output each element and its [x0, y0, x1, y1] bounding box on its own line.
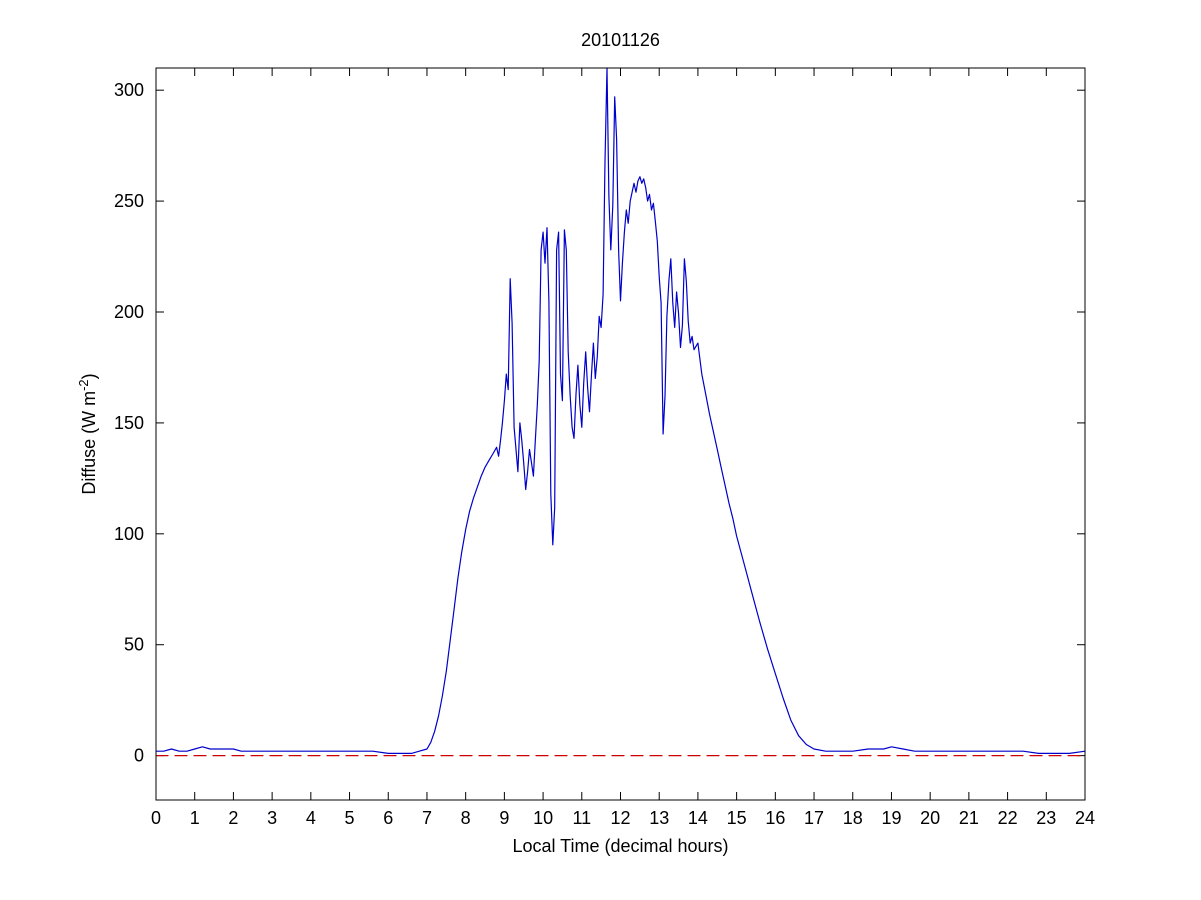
x-tick-label: 20: [920, 808, 940, 828]
x-tick-label: 6: [383, 808, 393, 828]
x-tick-label: 13: [649, 808, 669, 828]
x-tick-label: 14: [688, 808, 708, 828]
x-tick-label: 21: [959, 808, 979, 828]
y-tick-label: 50: [124, 635, 144, 655]
x-tick-label: 17: [804, 808, 824, 828]
y-tick-label: 0: [134, 746, 144, 766]
x-tick-label: 5: [345, 808, 355, 828]
x-tick-label: 4: [306, 808, 316, 828]
y-tick-label: 300: [114, 80, 144, 100]
x-tick-label: 2: [228, 808, 238, 828]
x-tick-label: 24: [1075, 808, 1095, 828]
y-tick-label: 100: [114, 524, 144, 544]
chart-title: 20101126: [581, 30, 660, 50]
x-tick-label: 0: [151, 808, 161, 828]
y-axis-label-close: ): [79, 373, 99, 380]
x-tick-label: 22: [998, 808, 1018, 828]
axis-box: [155, 67, 1086, 801]
series-line-diffuse-irradiance: [155, 67, 1086, 755]
x-tick-label: 10: [533, 808, 553, 828]
y-axis-label: Diffuse (W m-2): [76, 373, 100, 494]
x-tick-label: 9: [499, 808, 509, 828]
x-tick-label: 16: [765, 808, 785, 828]
x-axis-label: Local Time (decimal hours): [512, 836, 729, 856]
y-axis-label-superscript: -2: [76, 379, 91, 391]
x-tick-label: 15: [727, 808, 747, 828]
x-tick-label: 12: [610, 808, 630, 828]
x-tick-label: 3: [267, 808, 277, 828]
x-tick-label: 8: [461, 808, 471, 828]
x-tick-label: 11: [572, 808, 591, 828]
x-tick-label: 19: [881, 808, 901, 828]
x-tick-label: 18: [843, 808, 863, 828]
y-tick-label: 200: [114, 302, 144, 322]
y-axis-label-text: Diffuse (W m: [79, 390, 99, 495]
x-tick-label: 1: [190, 808, 200, 828]
x-tick-label: 23: [1036, 808, 1056, 828]
y-tick-label: 150: [114, 413, 144, 433]
y-tick-label: 250: [114, 191, 144, 211]
x-tick-label: 7: [422, 808, 432, 828]
